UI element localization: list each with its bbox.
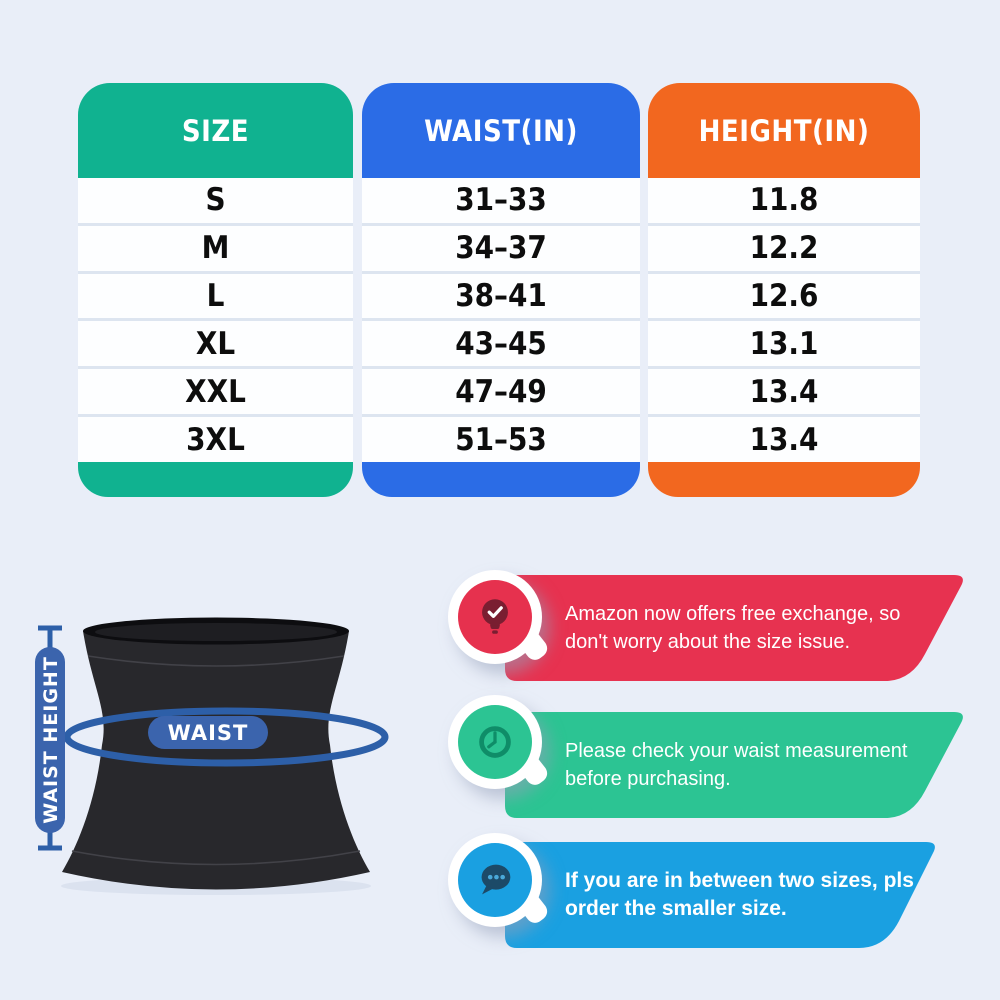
callout-text-exchange: Amazon now offers free exchange, so don'… xyxy=(565,603,901,653)
column-footer-waist xyxy=(362,462,640,497)
banner-ribbon-shape xyxy=(505,842,935,948)
badge-circle xyxy=(458,843,532,917)
seam-bottom xyxy=(71,850,361,866)
banner-ribbon-shape xyxy=(505,575,963,681)
callout-text-between-sizes: If you are in between two sizes, pls ord… xyxy=(565,869,914,920)
lightbulb-check-icon xyxy=(482,599,508,634)
table-column-height: HEIGHT(IN) 11.8 12.2 12.6 13.1 13.4 13.4 xyxy=(648,83,920,497)
waist-height-label: WAIST HEIGHT xyxy=(40,656,62,824)
column-footer-height xyxy=(648,462,920,497)
cell-height: 13.1 xyxy=(648,321,920,370)
cell-waist: 34–37 xyxy=(362,226,640,274)
seam-top xyxy=(87,655,345,667)
cell-waist: 51–53 xyxy=(455,421,547,458)
table-column-size: SIZE S M L XL XXL 3XL xyxy=(78,83,353,497)
badge-circle xyxy=(458,705,532,779)
column-cells-height: 11.8 12.2 12.6 13.1 13.4 13.4 xyxy=(648,178,920,462)
table-column-waist: WAIST(IN) 31–33 34–37 38–41 43–45 47–49 … xyxy=(362,83,640,497)
callout-badge-measure xyxy=(448,695,551,789)
cell-size: XL xyxy=(78,321,353,370)
cell-size: L xyxy=(78,274,353,322)
column-header-waist: WAIST(IN) xyxy=(362,83,640,178)
callout-badge-exchange xyxy=(448,570,551,664)
waist-measure-ellipse xyxy=(63,707,389,767)
cell-height: 11.8 xyxy=(648,178,920,226)
banner-ribbon-shape xyxy=(505,712,963,818)
cell-waist: 43–45 xyxy=(362,321,640,370)
cell-height: 12.6 xyxy=(648,274,920,322)
callout-badge-between-sizes xyxy=(448,833,551,927)
waist-trainer-diagram: WAIST WAIST HEIGHT xyxy=(35,617,389,895)
column-footer-size xyxy=(78,462,353,497)
column-cells-waist: 31–33 34–37 38–41 43–45 47–49 51–53 xyxy=(362,178,640,462)
callout-banner-between-sizes xyxy=(505,842,935,948)
cell-waist: 47–49 xyxy=(362,369,640,418)
cell-waist: 38–41 xyxy=(362,274,640,322)
callout-banner-exchange xyxy=(505,575,963,681)
cell-height: 12.2 xyxy=(648,226,920,274)
callout-banner-measure xyxy=(505,712,963,818)
cell-size: XXL xyxy=(78,369,353,418)
clock-icon xyxy=(479,726,511,758)
waist-height-pill xyxy=(35,647,65,833)
badge-circle xyxy=(458,580,532,654)
column-header-height: HEIGHT(IN) xyxy=(648,83,920,178)
column-cells-size: S M L XL XXL 3XL xyxy=(78,178,353,462)
callout-text-measure: Please check your waist measurement befo… xyxy=(565,740,908,790)
chat-dots-icon xyxy=(481,864,511,895)
cell-waist: 31–33 xyxy=(362,178,640,226)
cell-size: M xyxy=(78,226,353,274)
cell-height: 13.4 xyxy=(648,369,920,418)
cell-height: 13.4 xyxy=(749,421,819,458)
cell-size: S xyxy=(78,178,353,226)
cell-size: 3XL xyxy=(186,421,245,458)
waist-label-pill xyxy=(148,716,268,749)
column-header-size: SIZE xyxy=(78,83,353,178)
waist-label: WAIST xyxy=(168,721,249,745)
garment-opening-inner xyxy=(95,623,337,641)
